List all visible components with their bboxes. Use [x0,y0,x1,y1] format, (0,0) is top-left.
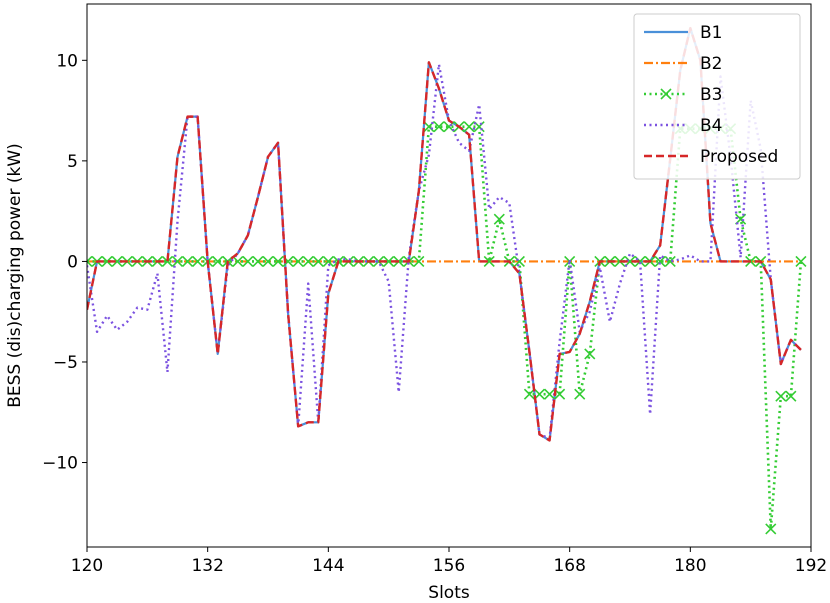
data-point-b3 [87,255,93,267]
data-point-b3 [584,348,596,360]
legend-item-proposed: Proposed [644,147,778,167]
data-point-b3 [322,255,334,267]
y-tick-label: 0 [67,252,78,272]
legend-item-b3: B3 [644,85,722,105]
data-point-b3 [252,255,264,267]
data-point-b3 [111,255,123,267]
data-point-b3 [181,255,194,267]
legend-label: Proposed [700,147,778,167]
series-line-b3 [87,125,803,531]
y-tick-label: 5 [67,152,78,172]
x-tick-label: 168 [553,556,585,576]
legend-label: B1 [700,23,722,43]
data-point-b3 [483,255,495,267]
data-point-b3 [543,388,556,400]
data-point-b3 [654,255,666,267]
data-point-b3 [523,388,536,400]
y-tick-label: 10 [56,51,78,71]
x-axis: 120 132 144 156 168 180 192 [71,547,827,576]
data-point-b3 [765,523,777,535]
x-axis-label: Slots [428,583,470,603]
data-point-b3 [493,213,505,225]
data-point-b3 [161,255,174,267]
data-point-b3 [433,121,445,133]
data-point-b3 [242,255,254,267]
data-point-b3 [413,255,425,267]
data-point-b3 [171,255,184,267]
legend-label: B2 [700,54,722,74]
data-point-b3 [262,255,274,267]
x-tick-label: 144 [312,556,344,576]
series-b3 [87,121,807,535]
data-point-b3 [463,121,475,133]
x-tick-label: 156 [433,556,465,576]
data-point-b3 [272,255,284,267]
data-point-b3 [302,255,314,267]
y-axis-label: BESS (dis)charging power (kW) [5,143,25,408]
legend-item-b4: B4 [644,116,722,136]
legend-label: B4 [700,116,722,136]
x-tick-label: 192 [795,556,827,576]
data-point-b3 [292,255,304,267]
data-point-b3 [785,390,797,402]
y-tick-label: −5 [53,353,78,373]
series-b4 [87,63,802,440]
data-point-b3 [383,255,395,267]
series-line-b4 [87,63,802,440]
legend-label: B3 [700,85,722,105]
data-point-b3 [664,255,676,267]
data-point-b3 [192,255,204,267]
legend-marker [660,88,672,100]
data-point-b3 [513,255,525,267]
legend-item-b2: B2 [644,54,722,74]
legend: B1 B2 B3 B4 Proposed [633,13,801,180]
data-point-b3 [212,255,224,267]
data-point-b3 [101,255,113,267]
x-tick-label: 120 [71,556,103,576]
x-tick-label: 132 [191,556,223,576]
legend-box [633,13,801,180]
x-tick-label: 180 [674,556,706,576]
data-point-b3 [574,388,586,400]
y-tick-label: −10 [42,454,78,474]
data-point-b3 [624,255,636,267]
y-axis: −10 −5 0 5 10 [42,51,87,474]
data-point-b3 [795,255,807,267]
data-point-b3 [312,255,324,267]
data-point-b3 [775,390,787,402]
data-point-b3 [232,255,244,267]
legend-item-b1: B1 [644,23,722,43]
data-point-b3 [373,255,385,267]
